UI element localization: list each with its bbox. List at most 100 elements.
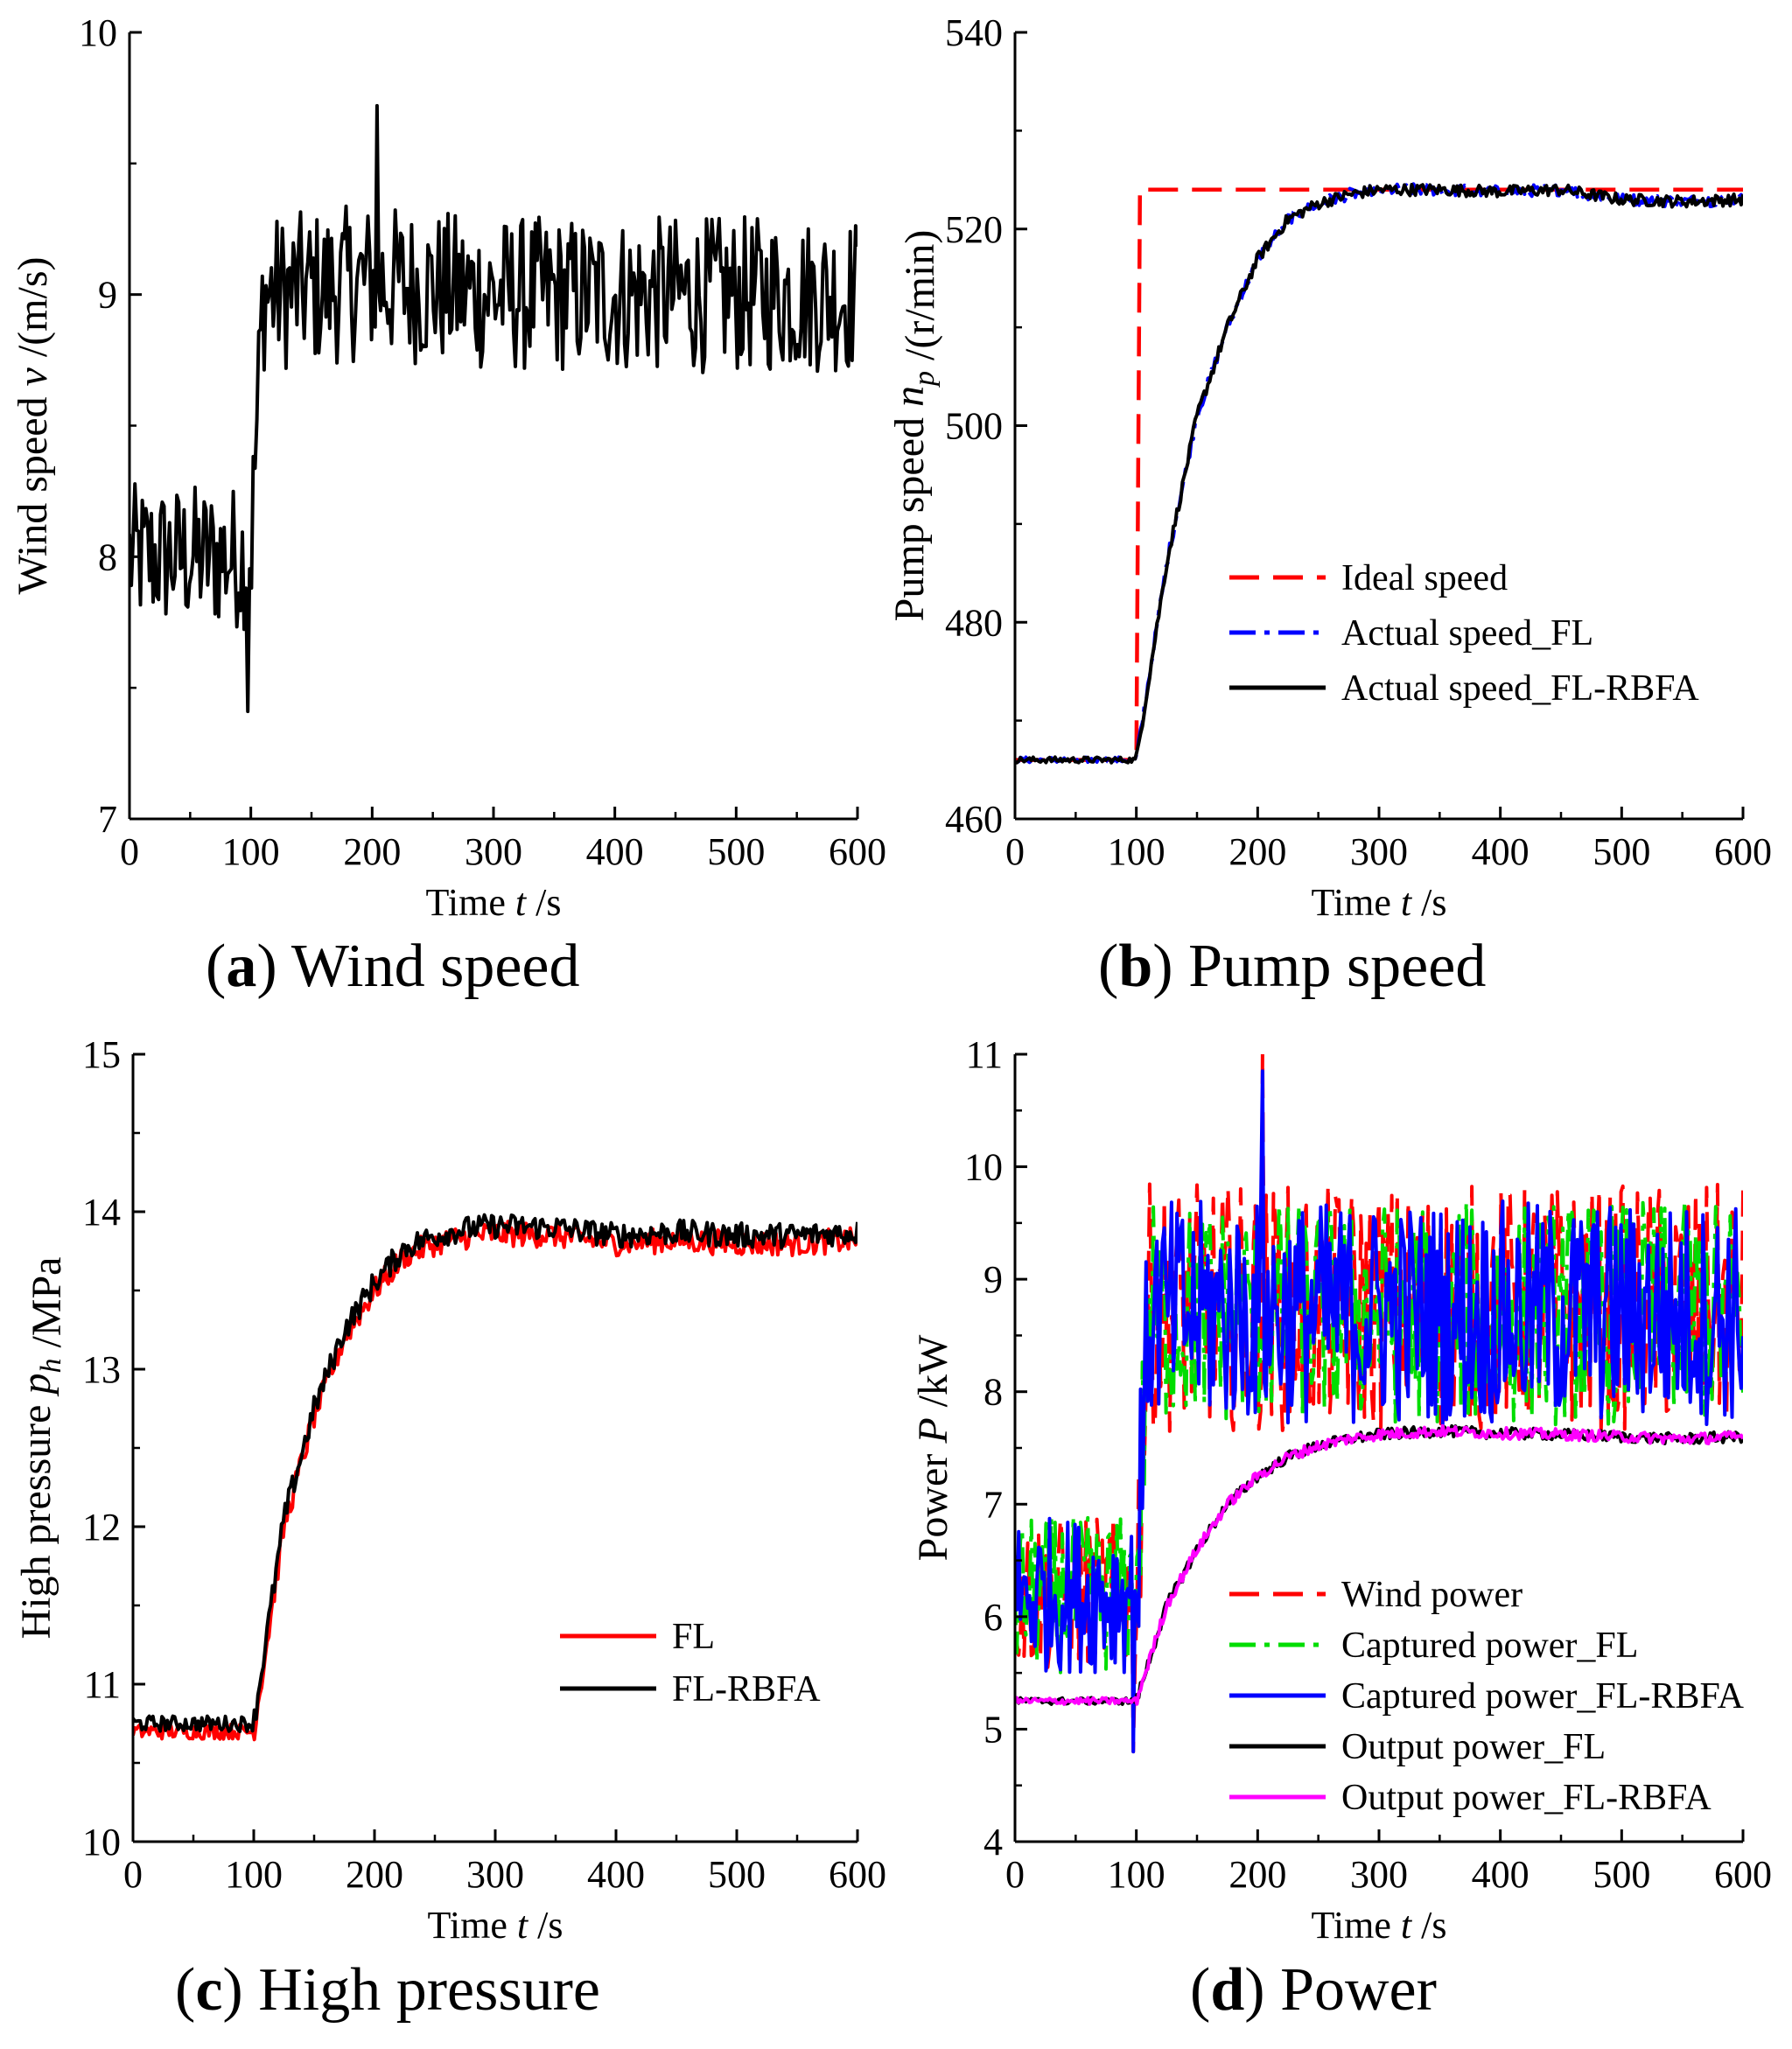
x-tick-label-c-6: 600 <box>829 1853 886 1896</box>
x-axis-label-a: Time t /s <box>426 881 562 924</box>
caption-d-text: Power <box>1280 1956 1437 2024</box>
plot-area-a <box>130 103 858 714</box>
y-axis-label-d: Power P /kW <box>910 1334 956 1561</box>
x-tick-label-d-5: 500 <box>1592 1853 1650 1896</box>
x-tick-label-c-5: 500 <box>708 1853 766 1896</box>
x-tick-label-a-0: 0 <box>120 830 139 873</box>
caption-a-letter: a <box>226 933 257 1000</box>
chart-c: 0 100 200 300 400 500 600 10 11 12 13 14 15 Time t /s… <box>13 1033 886 1947</box>
caption-c-letter: c <box>195 1956 223 2024</box>
x-tick-label-b-2: 200 <box>1228 830 1286 873</box>
x-tick-label-b-1: 100 <box>1108 830 1166 873</box>
y-axis-label-b: Pump speed np /(r/min) <box>886 230 943 622</box>
x-tick-label-b-5: 500 <box>1592 830 1650 873</box>
legend-label-b-1: Actual speed_FL <box>1341 613 1593 654</box>
x-axis-label-c: Time t /s <box>428 1904 564 1947</box>
legend-label-b-2: Actual speed_FL-RBFA <box>1341 668 1699 709</box>
legend-label-d-0: Wind power <box>1341 1575 1522 1615</box>
caption-a-text: Wind speed <box>290 933 580 1000</box>
caption-b: (b) Pump speed <box>1098 933 1487 1000</box>
x-tick-label-a-1: 100 <box>222 830 280 873</box>
x-tick-label-a-6: 600 <box>829 830 886 873</box>
y-tick-label-c-5: 15 <box>82 1033 121 1076</box>
x-tick-label-b-6: 600 <box>1714 830 1772 873</box>
x-tick-label-d-4: 400 <box>1472 1853 1530 1896</box>
series-c-0 <box>133 1220 858 1742</box>
x-tick-label-b-0: 0 <box>1005 830 1025 873</box>
y-tick-label-b-2: 500 <box>945 405 1003 448</box>
plot-area-d <box>1015 1054 1743 1754</box>
chart-a: 0 100 200 300 400 500 600 7 8 9 10 Time t /s Wind sp… <box>10 11 886 924</box>
y-tick-label-d-3: 7 <box>984 1483 1003 1526</box>
y-axis-label-c: High pressure ph /MPa <box>13 1257 70 1640</box>
legend-label-d-2: Captured power_FL-RBFA <box>1341 1676 1745 1717</box>
legend-label-b-0: Ideal speed <box>1341 558 1508 598</box>
x-axis-label-b: Time t /s <box>1312 881 1447 924</box>
legend-label-d-4: Output power_FL-RBFA <box>1341 1778 1712 1818</box>
chart-d: 0 100 200 300 400 500 600 4 5 6 7 8 9 10 11 Time t /s Po… <box>910 1033 1772 1947</box>
series-a-0 <box>130 103 858 714</box>
caption-c-text: High pressure <box>258 1956 600 2024</box>
y-tick-label-c-1: 11 <box>84 1663 121 1706</box>
series-c-1 <box>133 1213 858 1733</box>
series-d-1 <box>1015 1199 1743 1675</box>
x-tick-label-c-4: 400 <box>587 1853 645 1896</box>
y-tick-label-d-4: 8 <box>984 1371 1003 1414</box>
y-tick-label-d-6: 10 <box>964 1146 1003 1189</box>
y-tick-label-c-4: 14 <box>82 1191 121 1234</box>
y-tick-label-a-2: 9 <box>98 274 117 317</box>
y-tick-label-b-0: 460 <box>945 798 1003 841</box>
x-tick-label-a-3: 300 <box>465 830 522 873</box>
x-axis-label-d: Time t /s <box>1312 1904 1447 1947</box>
y-tick-label-b-3: 520 <box>945 208 1003 251</box>
legend-c: FL FL-RBFA <box>560 1617 821 1710</box>
y-tick-label-d-1: 5 <box>984 1708 1003 1751</box>
plot-area-b <box>1015 182 1743 765</box>
x-tick-label-a-2: 200 <box>343 830 401 873</box>
y-tick-label-c-3: 13 <box>82 1348 121 1391</box>
x-tick-label-d-2: 200 <box>1228 1853 1286 1896</box>
caption-d-letter: d <box>1210 1956 1245 2024</box>
y-axis-label-a: Wind speed v /(m/s) <box>10 257 56 595</box>
x-tick-label-c-0: 0 <box>123 1853 143 1896</box>
y-tick-label-c-0: 10 <box>82 1821 121 1864</box>
x-tick-label-d-1: 100 <box>1108 1853 1166 1896</box>
y-tick-label-a-0: 7 <box>98 798 117 841</box>
legend-label-c-1: FL-RBFA <box>672 1669 821 1710</box>
y-tick-label-a-1: 8 <box>98 535 117 578</box>
y-tick-label-d-7: 11 <box>966 1033 1003 1076</box>
y-tick-label-b-4: 540 <box>945 11 1003 54</box>
x-tick-label-a-5: 500 <box>707 830 765 873</box>
x-tick-label-d-6: 600 <box>1714 1853 1772 1896</box>
caption-b-text: Pump speed <box>1188 933 1487 1000</box>
legend-label-d-3: Output power_FL <box>1341 1727 1606 1767</box>
plot-area-c <box>133 1213 858 1742</box>
y-tick-label-d-0: 4 <box>984 1821 1003 1864</box>
x-tick-label-b-4: 400 <box>1472 830 1530 873</box>
x-tick-label-d-3: 300 <box>1350 1853 1408 1896</box>
y-tick-label-b-1: 480 <box>945 601 1003 644</box>
x-tick-label-c-2: 200 <box>346 1853 403 1896</box>
caption-d: (d) Power <box>1190 1956 1437 2024</box>
legend-label-d-1: Captured power_FL <box>1341 1626 1638 1666</box>
series-d-2 <box>1015 1069 1743 1754</box>
caption-a: (a) Wind speed <box>206 933 580 1000</box>
x-tick-label-c-3: 300 <box>466 1853 524 1896</box>
legend-d: Wind power Captured power_FL Captured powe… <box>1229 1575 1745 1818</box>
caption-c: (c) High pressure <box>175 1956 600 2024</box>
y-tick-label-a-3: 10 <box>79 11 117 54</box>
legend-label-c-0: FL <box>672 1617 715 1657</box>
series-d-4 <box>1015 1423 1743 1706</box>
y-tick-label-d-5: 9 <box>984 1258 1003 1301</box>
y-tick-label-d-2: 6 <box>984 1596 1003 1639</box>
x-tick-label-d-0: 0 <box>1005 1853 1025 1896</box>
x-tick-label-a-4: 400 <box>586 830 644 873</box>
legend-b: Ideal speed Actual speed_FL Actual speed_F… <box>1229 558 1699 709</box>
caption-b-letter: b <box>1118 933 1153 1000</box>
y-tick-label-c-2: 12 <box>82 1506 121 1549</box>
x-tick-label-b-3: 300 <box>1350 830 1408 873</box>
chart-b: 0 100 200 300 400 500 600 460 480 500 520 540 Time t… <box>886 11 1772 924</box>
x-tick-label-c-1: 100 <box>225 1853 283 1896</box>
series-b-2 <box>1015 183 1743 765</box>
